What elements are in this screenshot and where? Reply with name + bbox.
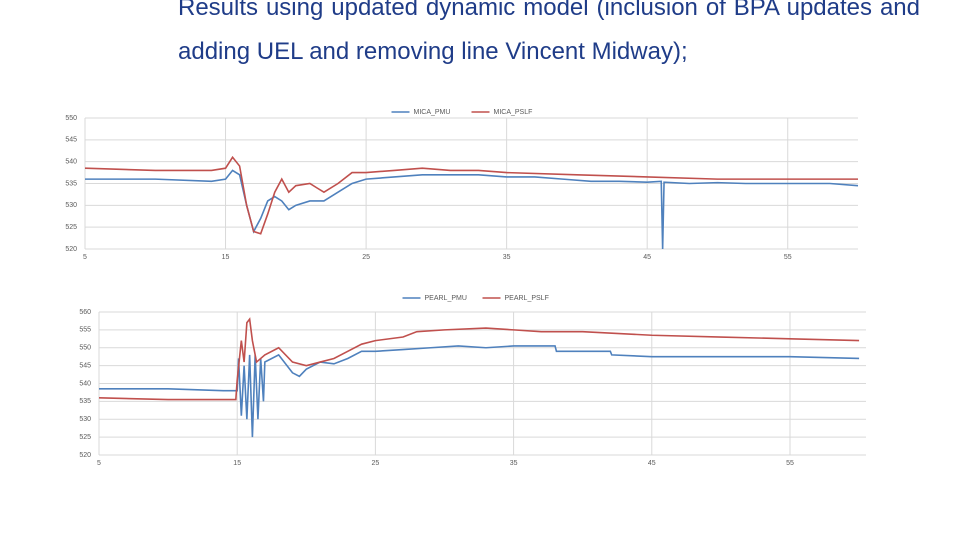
series-line bbox=[84, 155, 858, 235]
y-tick-label: 550 bbox=[79, 345, 91, 352]
y-tick-label: 525 bbox=[79, 434, 91, 441]
y-tick-label: 535 bbox=[79, 398, 91, 405]
y-tick-label: 520 bbox=[79, 452, 91, 459]
legend-label: MICA_PMU bbox=[414, 109, 451, 116]
slide-heading: Results using updated dynamic model (inc… bbox=[178, 0, 920, 65]
y-tick-label: 520 bbox=[65, 246, 77, 253]
y-tick-label: 545 bbox=[65, 137, 77, 144]
y-tick-label: 555 bbox=[79, 327, 91, 334]
legend-label: PEARL_PMU bbox=[425, 295, 467, 302]
chart: 520 525 530 535 540 545 550 555 560 5 15 25 35 45 55 PE… bbox=[63, 288, 872, 470]
x-tick-label: 15 bbox=[222, 254, 230, 261]
y-tick-label: 545 bbox=[79, 362, 91, 369]
x-tick-label: 55 bbox=[786, 460, 794, 467]
y-tick-label: 550 bbox=[65, 115, 77, 122]
x-tick-label: 45 bbox=[648, 460, 656, 467]
x-tick-label: 5 bbox=[97, 460, 101, 467]
x-tick-label: 25 bbox=[371, 460, 379, 467]
chart: 520 525 530 535 540 545 550 5 15 25 35 45 55 MICA_PMU… bbox=[48, 108, 865, 265]
y-tick-label: 560 bbox=[79, 309, 91, 316]
x-tick-label: 45 bbox=[643, 254, 651, 261]
y-tick-label: 530 bbox=[79, 416, 91, 423]
y-tick-label: 535 bbox=[65, 180, 77, 187]
y-tick-label: 540 bbox=[79, 380, 91, 387]
y-tick-label: 525 bbox=[65, 224, 77, 231]
x-tick-label: 55 bbox=[784, 254, 792, 261]
x-tick-label: 35 bbox=[510, 460, 518, 467]
x-tick-label: 25 bbox=[362, 254, 370, 261]
series-line bbox=[98, 317, 860, 401]
legend-label: MICA_PSLF bbox=[494, 109, 533, 116]
x-tick-label: 5 bbox=[83, 254, 87, 261]
legend-label: PEARL_PSLF bbox=[505, 295, 549, 302]
y-tick-label: 540 bbox=[65, 159, 77, 166]
y-tick-label: 530 bbox=[65, 202, 77, 209]
x-tick-label: 35 bbox=[503, 254, 511, 261]
series-line bbox=[85, 169, 859, 250]
x-tick-label: 15 bbox=[233, 460, 241, 467]
series-line bbox=[99, 345, 860, 438]
